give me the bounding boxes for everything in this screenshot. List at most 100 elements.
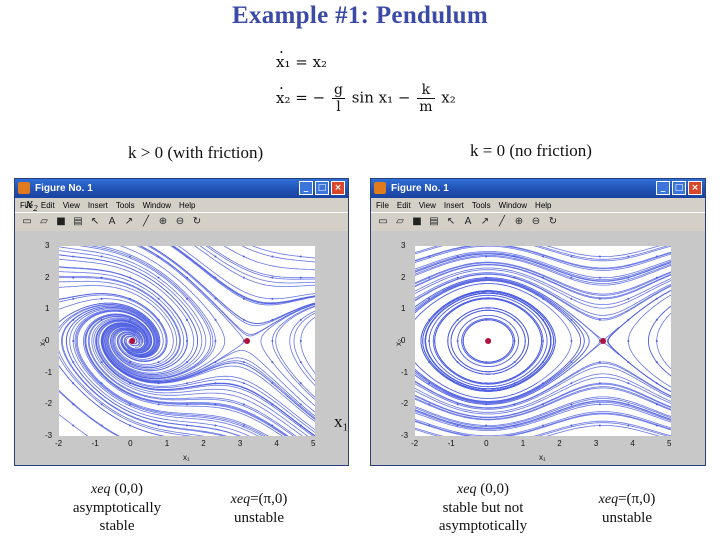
menu-file[interactable]: File	[376, 200, 389, 210]
x-tick-label: 1	[520, 439, 526, 448]
streamline	[102, 329, 245, 382]
flow-marker	[72, 276, 75, 279]
arrow-tool-icon[interactable]: ↗	[124, 216, 134, 227]
open-folder-icon[interactable]: ▱	[40, 216, 48, 227]
flow-marker	[271, 424, 274, 427]
zoom-in-icon[interactable]: ⊕	[158, 216, 168, 227]
arrow-tool-icon[interactable]: ↗	[480, 216, 490, 227]
flow-marker	[299, 403, 302, 406]
streamline	[420, 290, 556, 392]
flow-marker	[655, 318, 658, 321]
streamline	[514, 400, 671, 426]
menu-edit[interactable]: Edit	[40, 200, 55, 210]
streamline	[415, 264, 600, 300]
streamline	[158, 365, 315, 423]
maximize-button[interactable]: □	[672, 181, 686, 195]
rotate-icon[interactable]: ↻	[548, 216, 558, 227]
phase-plot-no-friction[interactable]	[415, 246, 671, 436]
flow-marker	[299, 424, 302, 427]
save-icon[interactable]: ■	[56, 216, 66, 227]
streamline	[599, 424, 660, 436]
streamline	[415, 387, 657, 421]
flow-marker	[157, 318, 160, 321]
page-title: Example #1: Pendulum	[231, 2, 489, 29]
menu-window[interactable]: Window	[142, 200, 172, 210]
y-tick-label: 1	[45, 304, 50, 314]
streamline	[187, 403, 286, 436]
zoom-out-icon[interactable]: ⊖	[531, 216, 541, 227]
menu-help[interactable]: Help	[535, 200, 552, 210]
streamline	[415, 376, 629, 415]
fraction-l: l	[336, 99, 341, 115]
new-file-icon[interactable]: ▭	[22, 216, 32, 227]
save-icon[interactable]: ■	[412, 216, 422, 227]
streamline	[415, 422, 629, 436]
menu-tools[interactable]: Tools	[115, 200, 135, 210]
zoom-in-icon[interactable]: ⊕	[514, 216, 524, 227]
streamline	[300, 295, 315, 300]
streamline	[599, 285, 671, 321]
streamline	[656, 403, 671, 411]
text-tool-icon[interactable]: A	[464, 216, 472, 227]
print-icon[interactable]: ▤	[73, 216, 83, 227]
window-titlebar[interactable]: Figure No. 1 _ □ ×	[15, 179, 348, 198]
streamline	[208, 246, 301, 279]
menu-edit[interactable]: Edit	[396, 200, 411, 210]
equation-2-lhs: x₂	[276, 89, 290, 107]
arrow-pointer-icon[interactable]: ↖	[90, 216, 100, 227]
streamline	[415, 419, 544, 436]
streamline	[293, 312, 315, 363]
streamline	[289, 319, 315, 386]
menu-view[interactable]: View	[62, 200, 80, 210]
flow-marker	[242, 382, 245, 385]
menu-insert[interactable]: Insert	[87, 200, 108, 210]
equilibrium-origin	[485, 338, 492, 344]
y-tick-label: -2	[401, 399, 409, 409]
zoom-out-icon[interactable]: ⊖	[175, 216, 185, 227]
streamline	[124, 319, 150, 352]
flow-marker	[129, 255, 132, 258]
streamline	[85, 314, 273, 426]
phase-plot-friction[interactable]	[59, 246, 315, 436]
x-tick-label: -2	[411, 439, 419, 448]
flow-marker	[456, 403, 459, 406]
streamline	[107, 325, 188, 375]
menu-file[interactable]: File	[20, 200, 33, 210]
equation-2-part2: sin x₁ −	[351, 88, 411, 107]
menu-insert[interactable]: Insert	[443, 200, 464, 210]
arrow-pointer-icon[interactable]: ↖	[446, 216, 456, 227]
close-button[interactable]: ×	[331, 181, 345, 195]
note-value: =(π,0)	[250, 491, 288, 507]
y-tick-label: -1	[401, 367, 409, 377]
streamline	[542, 253, 671, 271]
minimize-button[interactable]: _	[656, 181, 670, 195]
line-tool-icon[interactable]: ╱	[142, 216, 150, 227]
menu-tools[interactable]: Tools	[471, 200, 491, 210]
streamline	[434, 298, 542, 384]
rotate-icon[interactable]: ↻	[192, 216, 202, 227]
open-folder-icon[interactable]: ▱	[396, 216, 404, 227]
figure-area: -2 -1 0 1 2 3 4 5 3 2 1 0 -1 -2 -3 x₂ x₁	[371, 231, 705, 465]
streamline	[599, 403, 671, 423]
close-button[interactable]: ×	[688, 181, 702, 195]
streamline	[628, 262, 671, 279]
minimize-button[interactable]: _	[299, 181, 313, 195]
flow-marker	[513, 340, 516, 342]
window-titlebar[interactable]: Figure No. 1 _ □ ×	[371, 179, 705, 198]
streamline	[72, 425, 89, 436]
menu-window[interactable]: Window	[498, 200, 528, 210]
flow-marker	[271, 361, 274, 364]
streamline	[415, 269, 572, 300]
maximize-button[interactable]: □	[315, 181, 329, 195]
print-icon[interactable]: ▤	[429, 216, 439, 227]
menu-view[interactable]: View	[418, 200, 436, 210]
text-tool-icon[interactable]: A	[108, 216, 116, 227]
new-file-icon[interactable]: ▭	[378, 216, 388, 227]
flow-marker	[542, 340, 544, 342]
flow-marker	[655, 297, 658, 300]
menu-help[interactable]: Help	[179, 200, 196, 210]
streamline	[415, 256, 487, 276]
streamline	[415, 372, 430, 384]
line-tool-icon[interactable]: ╱	[498, 216, 506, 227]
menubar: File Edit View Insert Tools Window Help	[15, 198, 348, 212]
